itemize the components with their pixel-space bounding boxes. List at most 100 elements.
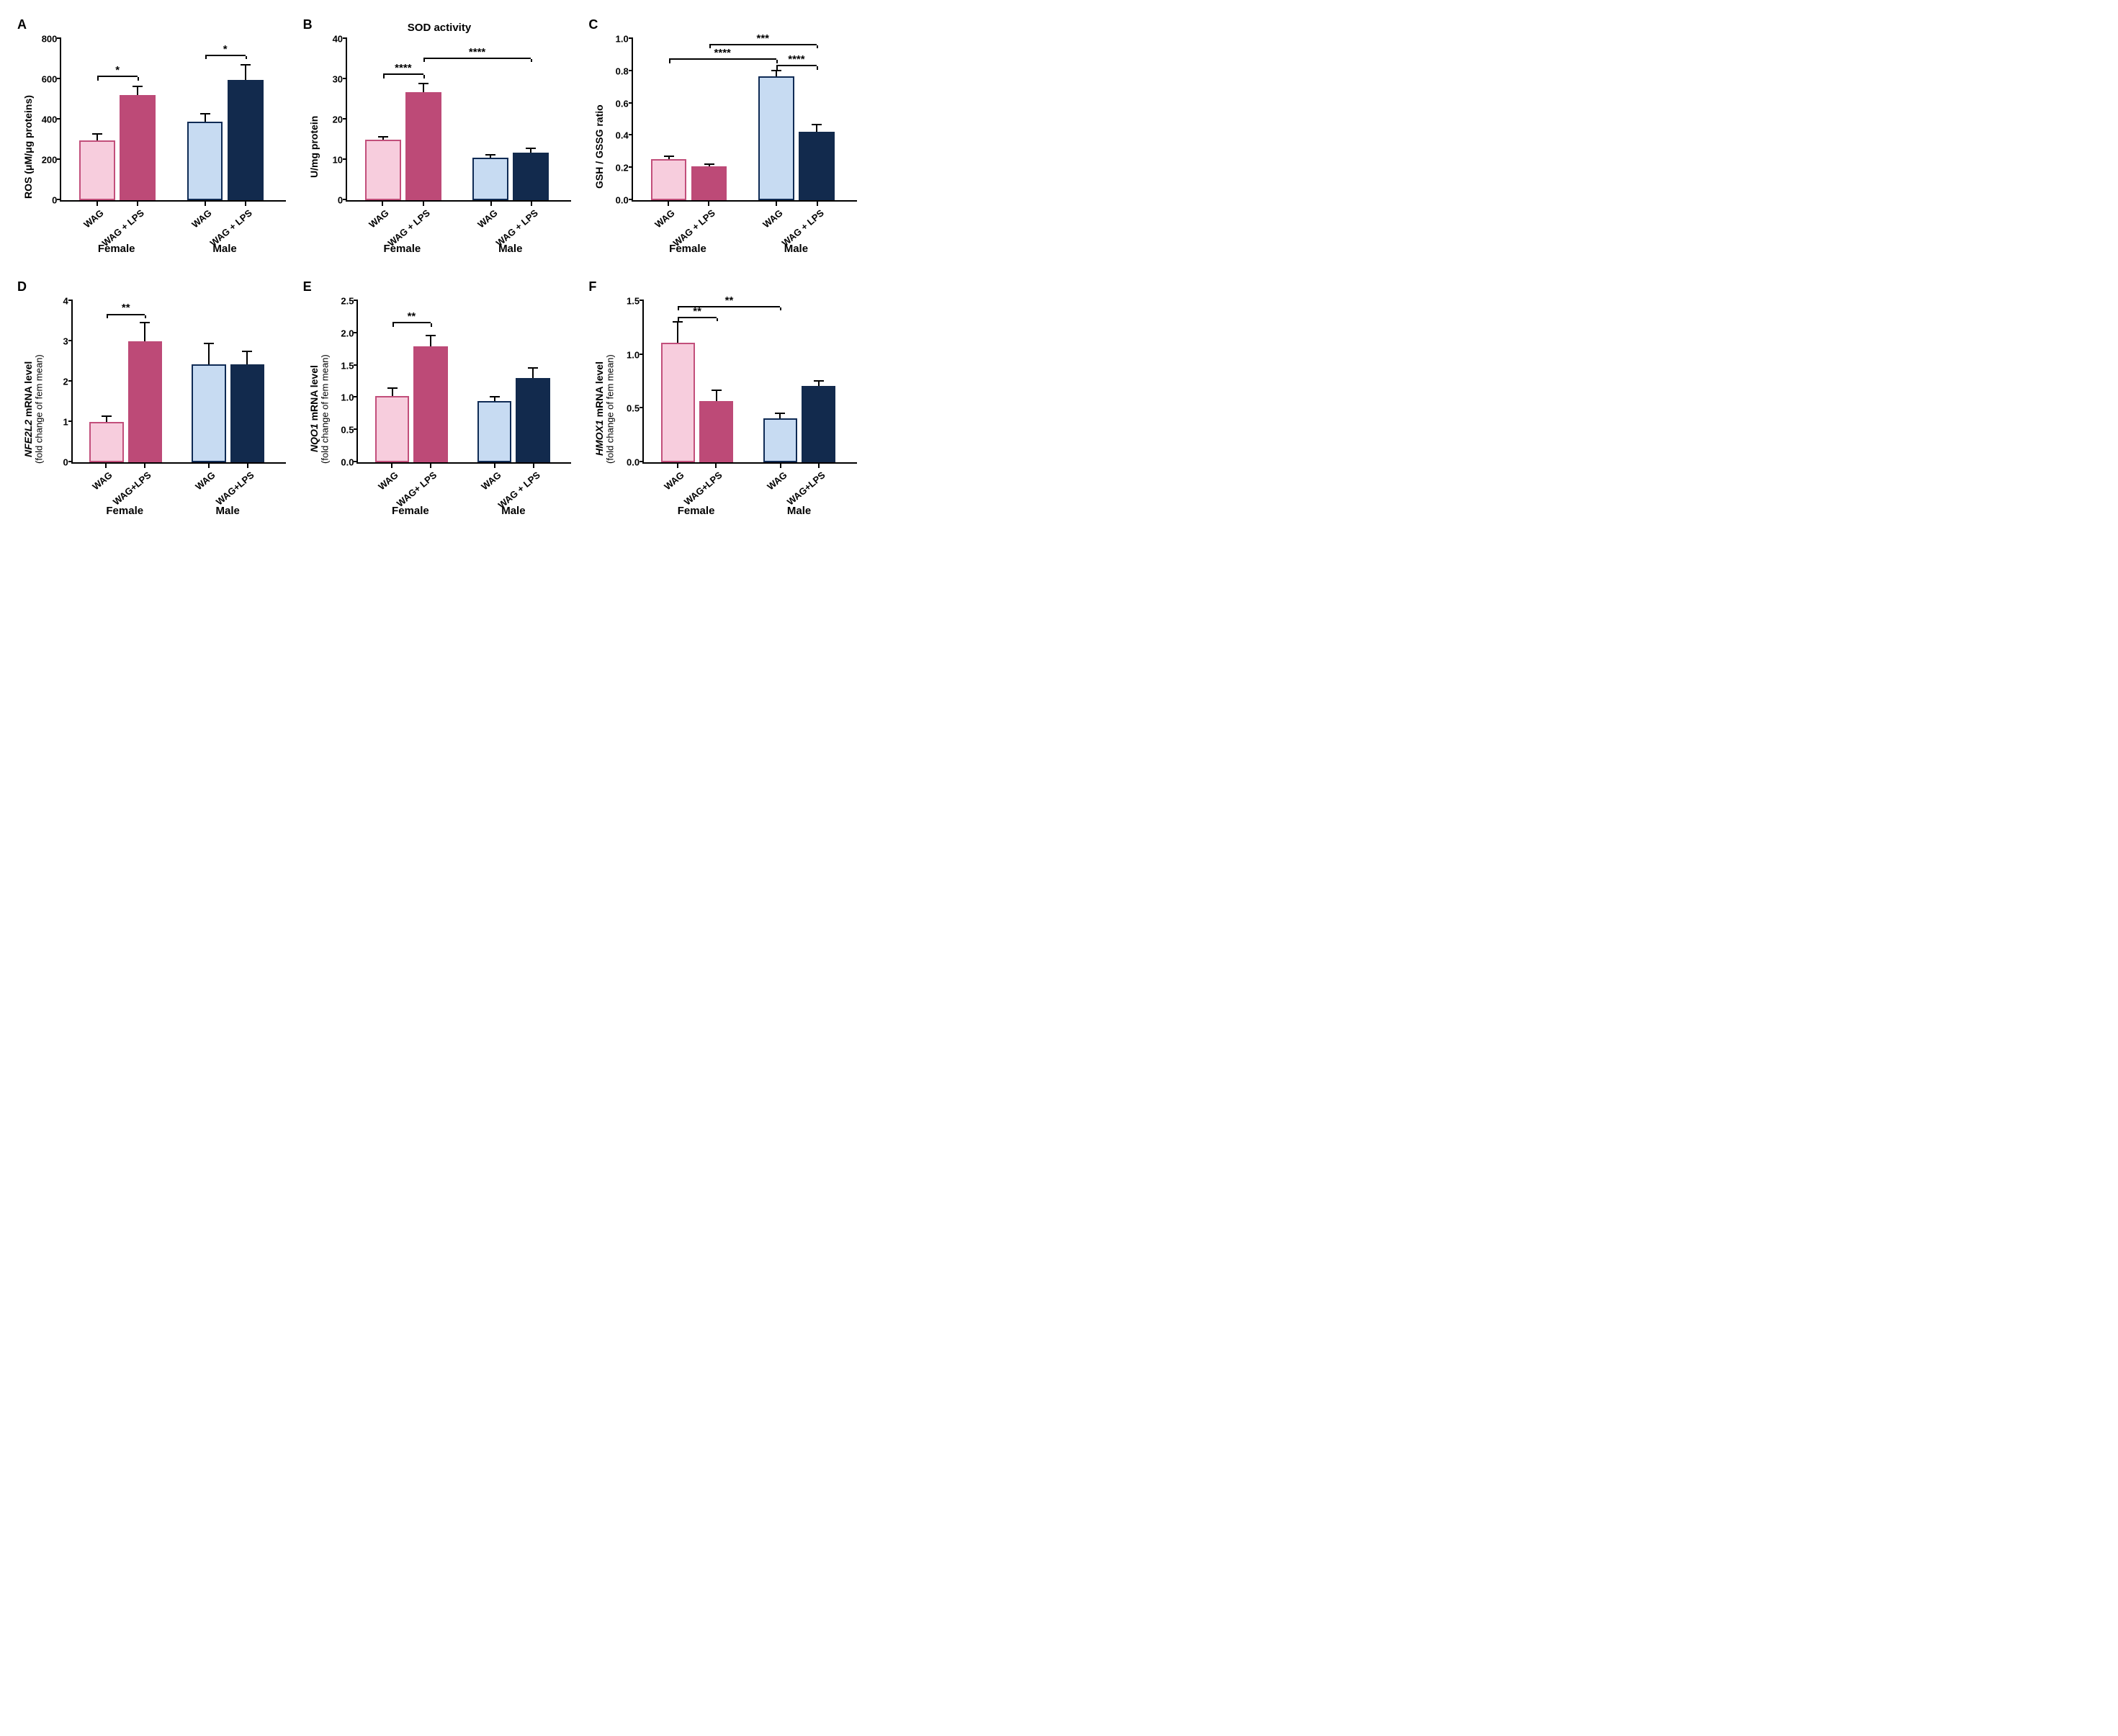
x-tick-mark [208,464,210,468]
y-tick-label: 0.0 [615,457,640,468]
bar [699,401,733,462]
x-tick-label: WAG+LPS [785,469,827,508]
x-tick-label: WAG [91,469,115,492]
x-tick-mark [677,464,678,468]
x-tick-label: WAG [761,207,785,230]
x-tick-label: WAG [662,469,686,492]
error-bar [776,71,777,76]
plot-wrap: 0.00.20.40.60.81.0***********WAGWAG + LP… [607,39,857,255]
panel-title [593,22,857,36]
x-tick-label: WAG [194,469,217,492]
error-cap [92,133,102,135]
significance-drop [678,318,679,321]
significance-drop [669,60,670,63]
significance-drop [776,60,778,63]
x-tick-mark [818,464,820,468]
x-tick-label: WAG+LPS [214,469,256,508]
y-tick-mark [57,199,61,200]
y-tick-mark [68,380,73,382]
error-bar [137,87,138,96]
bar [763,418,797,462]
panel-label: F [588,279,596,294]
x-group-label: Female [650,243,727,255]
y-tick-label: 1 [44,417,68,428]
y-axis-label: ROS (μM/μg proteins) [22,39,35,255]
x-tick-label: WAG+ LPS [395,469,439,509]
chart-body: ROS (μM/μg proteins)0200400600800**WAGWA… [22,39,286,255]
plot-area: 0.00.51.01.52.02.5** [356,301,571,464]
y-tick-label: 0.5 [615,403,640,414]
plot-area: 0200400600800** [60,39,285,202]
y-tick-mark [629,134,633,135]
error-bar [716,391,717,400]
panel-F: FHMOX1 mRNA level(fold change of fem mea… [593,284,857,517]
y-tick-label: 0 [318,195,343,206]
bar [79,140,115,200]
y-tick-label: 2.5 [329,296,354,307]
x-tick-mark [382,202,383,206]
x-tick-mark [105,464,107,468]
error-cap [102,415,112,417]
error-cap [664,156,674,157]
x-group-label: Female [78,243,155,255]
bar [375,396,409,462]
significance-text: ** [725,295,734,306]
x-tick-label: WAG [652,207,676,230]
x-tick-label: WAG [475,207,499,230]
significance-drop [138,77,139,80]
error-bar [144,323,145,341]
y-tick-mark [629,37,633,39]
y-tick-mark [343,158,347,160]
error-cap [526,148,536,149]
y-tick-label: 10 [318,155,343,166]
error-cap [241,64,251,66]
error-cap [712,390,722,391]
plot-area: 01234** [71,301,286,464]
error-cap [490,396,500,397]
chart-body: U/mg protein010203040********WAGWAG + LP… [308,39,572,255]
error-cap [426,335,436,336]
panel-D: DNFE2L2 mRNA level(fold change of fem me… [22,284,286,517]
error-bar [494,397,495,401]
plot-wrap: 0200400600800**WAGWAG + LPSWAGWAG + LPSF… [35,39,285,255]
y-tick-label: 600 [32,74,57,85]
y-tick-label: 30 [318,74,343,85]
y-tick-mark [57,158,61,160]
y-tick-mark [640,354,644,355]
error-cap [242,351,252,352]
error-bar [423,84,424,92]
error-bar [816,125,817,132]
chart-grid: AROS (μM/μg proteins)0200400600800**WAGW… [22,22,857,517]
error-bar [818,382,820,386]
plot-area: 0.00.51.01.5**** [642,301,857,464]
y-tick-mark [640,461,644,462]
error-bar [490,156,491,158]
error-bar [677,323,678,343]
plot-wrap: 010203040********WAGWAG + LPSWAGWAG + LP… [321,39,571,255]
x-group-label: Male [477,505,549,517]
y-tick-label: 1.0 [329,392,354,403]
bar [413,346,447,462]
y-tick-label: 0 [44,457,68,468]
y-tick-mark [57,37,61,39]
bar [365,140,401,200]
y-tick-mark [343,78,347,79]
y-tick-mark [629,70,633,71]
x-group-label: Female [660,505,732,517]
bar [513,153,549,200]
error-cap [378,136,388,138]
y-tick-mark [354,364,358,366]
bar [192,364,225,462]
error-bar [709,165,710,166]
significance-text: **** [395,63,411,73]
y-tick-label: 2.0 [329,328,354,338]
y-tick-label: 0.4 [604,130,629,141]
y-tick-label: 1.5 [615,296,640,307]
x-labels: WAGWAG+ LPSWAGWAG + LPSFemaleMale [356,464,571,517]
bar [758,76,794,200]
x-labels: WAGWAG+LPSWAGWAG+LPSFemaleMale [71,464,286,517]
y-tick-mark [343,118,347,120]
y-axis-label: HMOX1 mRNA level(fold change of fem mean… [593,301,618,517]
significance-text: * [115,65,120,76]
y-tick-mark [68,461,73,462]
